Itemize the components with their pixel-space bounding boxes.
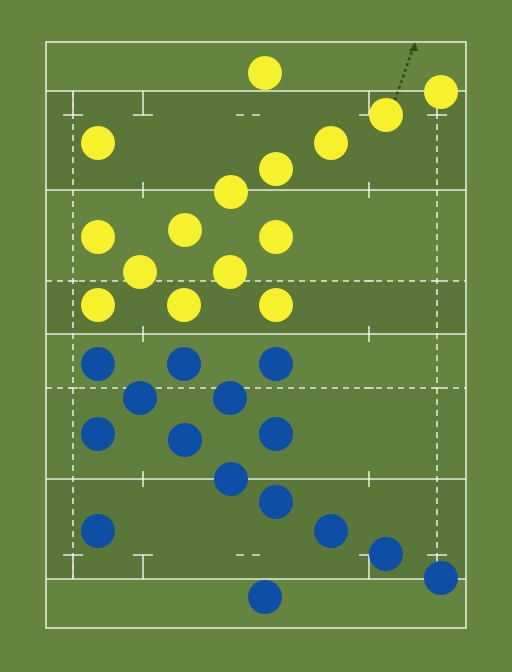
player [123, 381, 157, 415]
player [81, 126, 115, 160]
player [167, 347, 201, 381]
player [369, 537, 403, 571]
player [259, 485, 293, 519]
player [213, 255, 247, 289]
player [314, 126, 348, 160]
band [46, 281, 466, 334]
player [168, 423, 202, 457]
player [424, 75, 458, 109]
yellow-team [81, 56, 458, 322]
player [248, 56, 282, 90]
player [81, 417, 115, 451]
player [123, 255, 157, 289]
player [259, 347, 293, 381]
player [81, 220, 115, 254]
field-lines [45, 41, 467, 629]
player [259, 220, 293, 254]
band [46, 388, 466, 479]
player [167, 288, 201, 322]
player [248, 580, 282, 614]
player [168, 213, 202, 247]
player [259, 288, 293, 322]
player [213, 381, 247, 415]
player [424, 561, 458, 595]
ticks-mid [68, 182, 442, 487]
arrow [393, 42, 418, 101]
player [314, 514, 348, 548]
player [214, 462, 248, 496]
boundary [45, 41, 467, 629]
blue-team [81, 347, 458, 614]
player [81, 347, 115, 381]
player [259, 417, 293, 451]
arrow-head [409, 42, 418, 51]
player [369, 98, 403, 132]
player [81, 288, 115, 322]
player [81, 514, 115, 548]
player [259, 152, 293, 186]
player [214, 175, 248, 209]
